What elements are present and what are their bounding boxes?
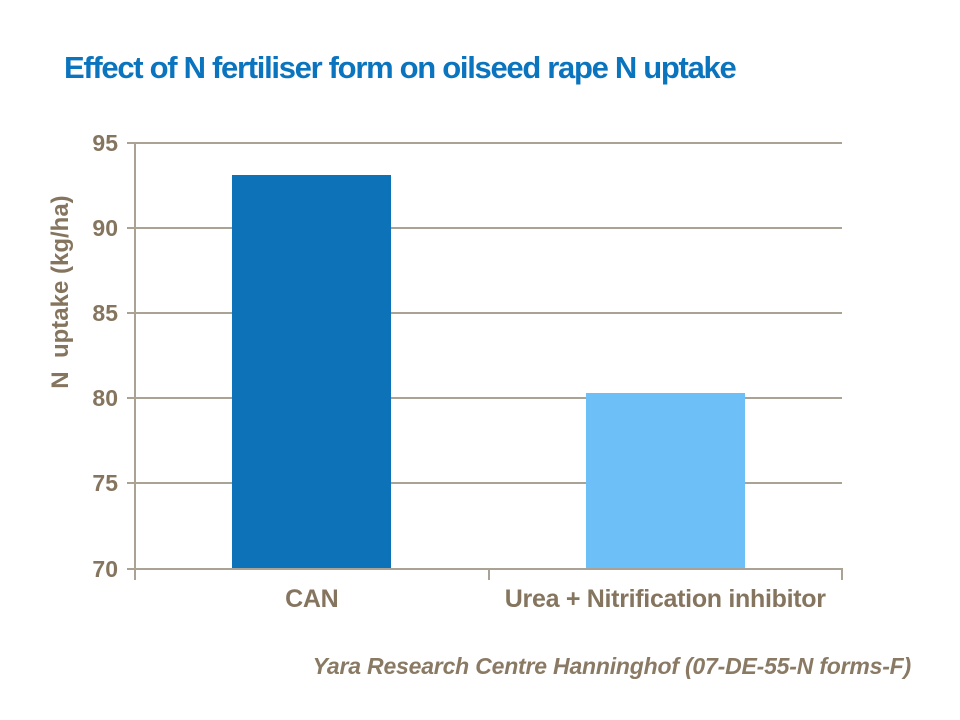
y-tick-label-70: 70	[92, 555, 118, 582]
gridline-y-95	[127, 142, 842, 144]
x-tick-label-urea-nitrification-inhibitor: Urea + Nitrification inhibitor	[504, 585, 826, 613]
chart-title: Effect of N fertiliser form on oilseed r…	[64, 50, 737, 85]
y-tick-label-90: 90	[92, 215, 118, 242]
gridline-y-70	[127, 567, 842, 570]
x-boundary-tick-1	[487, 567, 490, 580]
gridline-y-80	[127, 397, 842, 400]
gridline-y-90	[127, 227, 842, 230]
y-tick-label-80: 80	[92, 385, 118, 412]
y-tick-label-85: 85	[92, 300, 118, 327]
gridline-y-75	[127, 482, 842, 485]
y-axis-line	[134, 143, 136, 580]
x-tick-label-can: CAN	[285, 585, 339, 613]
y-tick-label-95: 95	[92, 130, 118, 156]
gridline-y-85	[127, 312, 842, 315]
source-credit: Yara Research Centre Hanninghof (07-DE-5…	[312, 653, 912, 679]
bar-urea-nitrification-inhibitor	[585, 393, 745, 569]
x-boundary-tick-2	[841, 567, 843, 580]
bar-can	[232, 175, 392, 569]
y-tick-label-75: 75	[92, 470, 118, 497]
y-axis-title: N uptake (kg/ha)	[47, 195, 74, 389]
